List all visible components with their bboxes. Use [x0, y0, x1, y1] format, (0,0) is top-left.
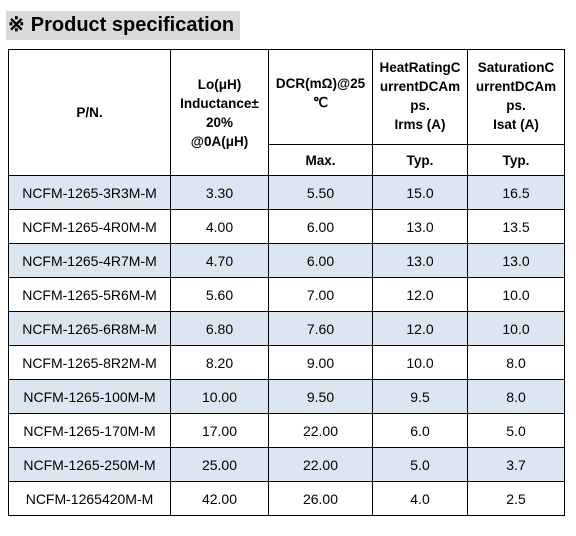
- cell-irms: 13.0: [372, 209, 468, 244]
- subheader-sat: Typ.: [467, 144, 565, 176]
- header-heat-line: Irms (A): [394, 117, 446, 132]
- cell-isat: 5.0: [467, 413, 565, 448]
- header-sat-line: urrentDCAm: [475, 79, 557, 94]
- header-inductance-line: Lo(μH): [197, 76, 242, 92]
- cell-inductance: 17.00: [170, 413, 269, 448]
- header-dcr-line: DCR(mΩ)@25: [275, 76, 366, 91]
- product-spec-table: P/N. Lo(μH) Inductance± 20% @0A(μH) DCR(…: [8, 49, 565, 516]
- cell-pn: NCFM-1265-6R8M-M: [8, 311, 171, 346]
- header-heat-line: ps.: [410, 98, 430, 113]
- cell-inductance: 4.00: [170, 209, 269, 244]
- table-row: NCFM-1265-170M-M 17.00 22.00 6.0 5.0: [8, 413, 565, 448]
- cell-dcr: 5.50: [268, 175, 373, 210]
- cell-isat: 16.5: [467, 175, 565, 210]
- cell-pn: NCFM-1265-5R6M-M: [8, 277, 171, 312]
- cell-inductance: 8.20: [170, 345, 269, 380]
- header-heat-rating: HeatRatingC urrentDCAm ps. Irms (A): [372, 49, 468, 145]
- cell-irms: 4.0: [372, 481, 468, 516]
- cell-dcr: 7.00: [268, 277, 373, 312]
- cell-inductance: 3.30: [170, 175, 269, 210]
- header-dcr-line: ℃: [312, 95, 329, 110]
- subheader-heat: Typ.: [372, 144, 468, 176]
- subheader-row: Max. Typ. Typ.: [9, 144, 565, 176]
- cell-irms: 12.0: [372, 311, 468, 346]
- header-sat-line: SaturationC: [477, 60, 555, 75]
- cell-pn: NCFM-1265-250M-M: [8, 447, 171, 482]
- header-heat-line: urrentDCAm: [379, 79, 461, 94]
- cell-dcr: 9.50: [268, 379, 373, 414]
- table-row: NCFM-1265-4R7M-M 4.70 6.00 13.0 13.0: [8, 243, 565, 278]
- header-row: P/N. Lo(μH) Inductance± 20% @0A(μH) DCR(…: [8, 49, 565, 176]
- section-title: ※ Product specification: [6, 11, 240, 40]
- cell-dcr: 6.00: [268, 209, 373, 244]
- subheader-dcr: Max.: [268, 144, 373, 176]
- cell-irms: 10.0: [372, 345, 468, 380]
- cell-isat: 13.0: [467, 243, 565, 278]
- cell-inductance: 25.00: [170, 447, 269, 482]
- header-inductance-line: @0A(μH): [190, 133, 249, 149]
- header-inductance-line: 20%: [205, 114, 234, 130]
- cell-inductance: 5.60: [170, 277, 269, 312]
- cell-inductance: 42.00: [170, 481, 269, 516]
- header-saturation: SaturationC urrentDCAm ps. Isat (A): [467, 49, 565, 145]
- cell-irms: 13.0: [372, 243, 468, 278]
- cell-pn: NCFM-1265-100M-M: [8, 379, 171, 414]
- cell-inductance: 6.80: [170, 311, 269, 346]
- header-dcr: DCR(mΩ)@25 ℃: [268, 49, 373, 145]
- header-sat-line: Isat (A): [493, 117, 539, 132]
- cell-isat: 2.5: [467, 481, 565, 516]
- cell-dcr: 7.60: [268, 311, 373, 346]
- cell-irms: 5.0: [372, 447, 468, 482]
- table-row: NCFM-1265-4R0M-M 4.00 6.00 13.0 13.5: [8, 209, 565, 244]
- cell-dcr: 6.00: [268, 243, 373, 278]
- cell-dcr: 26.00: [268, 481, 373, 516]
- cell-pn: NCFM-1265-8R2M-M: [8, 345, 171, 380]
- cell-irms: 12.0: [372, 277, 468, 312]
- header-inductance: Lo(μH) Inductance± 20% @0A(μH): [170, 49, 269, 176]
- cell-isat: 13.5: [467, 209, 565, 244]
- table-row: NCFM-1265-250M-M 25.00 22.00 5.0 3.7: [8, 447, 565, 482]
- cell-isat: 10.0: [467, 277, 565, 312]
- cell-irms: 9.5: [372, 379, 468, 414]
- cell-pn: NCFM-1265-4R7M-M: [8, 243, 171, 278]
- header-pn: P/N.: [8, 49, 171, 176]
- table-row: NCFM-1265-3R3M-M 3.30 5.50 15.0 16.5: [8, 175, 565, 210]
- header-heat-line: HeatRatingC: [379, 60, 461, 75]
- table-row: NCFM-1265-5R6M-M 5.60 7.00 12.0 10.0: [8, 277, 565, 312]
- table-row: NCFM-1265-6R8M-M 6.80 7.60 12.0 10.0: [8, 311, 565, 346]
- cell-dcr: 22.00: [268, 413, 373, 448]
- header-sat-line: ps.: [506, 98, 526, 113]
- cell-isat: 8.0: [467, 379, 565, 414]
- cell-pn: NCFM-1265-4R0M-M: [8, 209, 171, 244]
- cell-pn: NCFM-1265420M-M: [8, 481, 171, 516]
- cell-inductance: 10.00: [170, 379, 269, 414]
- cell-isat: 10.0: [467, 311, 565, 346]
- table-row: NCFM-1265420M-M 42.00 26.00 4.0 2.5: [8, 481, 565, 516]
- cell-isat: 3.7: [467, 447, 565, 482]
- table-row: NCFM-1265-100M-M 10.00 9.50 9.5 8.0: [8, 379, 565, 414]
- header-inductance-line: Inductance±: [180, 95, 259, 111]
- cell-inductance: 4.70: [170, 243, 269, 278]
- table-row: NCFM-1265-8R2M-M 8.20 9.00 10.0 8.0: [8, 345, 565, 380]
- reference-mark-icon: ※: [8, 14, 25, 36]
- section-title-text: Product specification: [30, 14, 235, 36]
- cell-dcr: 22.00: [268, 447, 373, 482]
- cell-pn: NCFM-1265-170M-M: [8, 413, 171, 448]
- cell-irms: 15.0: [372, 175, 468, 210]
- cell-dcr: 9.00: [268, 345, 373, 380]
- cell-isat: 8.0: [467, 345, 565, 380]
- cell-irms: 6.0: [372, 413, 468, 448]
- cell-pn: NCFM-1265-3R3M-M: [8, 175, 171, 210]
